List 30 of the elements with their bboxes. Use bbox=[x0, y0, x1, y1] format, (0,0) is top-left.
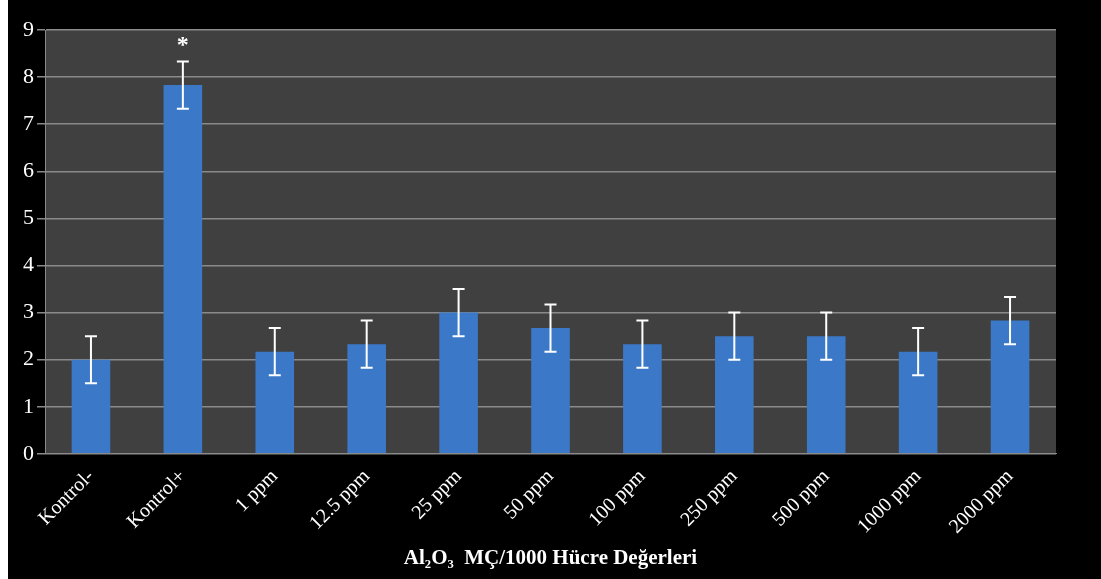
x-tick-label: 250 ppm bbox=[675, 464, 742, 531]
y-tick-label: 3 bbox=[23, 298, 34, 324]
y-tick-label: 0 bbox=[23, 439, 34, 465]
x-axis-title: Al₂O₃ MÇ/1000 Hücre Değerleri bbox=[403, 544, 698, 569]
y-tick-label: 8 bbox=[23, 62, 34, 88]
y-tick-label: 1 bbox=[23, 392, 34, 418]
bar bbox=[439, 312, 478, 454]
bar bbox=[623, 344, 662, 454]
x-tick-label: 1 ppm bbox=[230, 464, 283, 517]
annotation: * bbox=[176, 30, 189, 57]
bar bbox=[898, 351, 938, 454]
y-tick-label: 9 bbox=[23, 15, 34, 41]
y-tick-label: 5 bbox=[23, 204, 34, 230]
x-tick-label: 25 ppm bbox=[406, 464, 467, 524]
y-tick-label: 4 bbox=[23, 251, 34, 277]
bar bbox=[715, 336, 754, 454]
bar bbox=[71, 359, 111, 454]
y-tick-label: 6 bbox=[23, 157, 34, 183]
bar bbox=[990, 320, 1030, 454]
x-tick-label: 100 ppm bbox=[583, 464, 650, 531]
bar bbox=[163, 85, 203, 454]
bar bbox=[347, 344, 386, 454]
bar bbox=[531, 328, 570, 454]
x-tick-label: 500 ppm bbox=[767, 464, 834, 531]
bar bbox=[806, 336, 846, 454]
x-tick-label: 12.5 ppm bbox=[304, 464, 375, 535]
y-tick-label: 7 bbox=[23, 109, 34, 135]
bar bbox=[255, 351, 295, 454]
y-tick-label: 2 bbox=[23, 345, 34, 371]
x-tick-label: 50 ppm bbox=[498, 464, 559, 524]
